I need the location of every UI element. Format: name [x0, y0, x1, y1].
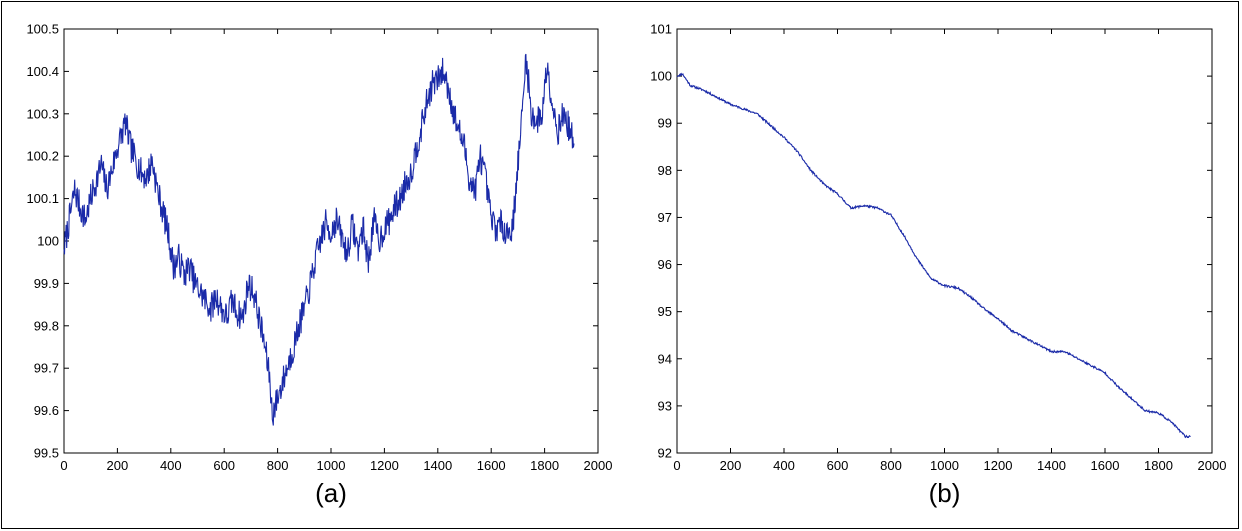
chart-panel-a: 0 200 400 600 800 1000 1200 1400 1600 1800 2000 99.… [26, 22, 612, 509]
series-line [63, 53, 575, 426]
x-tick-label: 1400 [423, 458, 452, 473]
x-tick-label: 800 [880, 458, 902, 473]
x-tick-label: 1600 [1091, 458, 1120, 473]
x-tick-label: 1400 [1037, 458, 1066, 473]
x-tick-label: 1000 [930, 458, 959, 473]
panel-caption: (a) [315, 478, 347, 508]
axes-box [676, 28, 1213, 454]
x-tick-label: 400 [160, 458, 182, 473]
chart-panel-b: 0 200 400 600 800 1000 1200 1400 1600 1800 2000 92 9… [650, 22, 1226, 509]
y-tick-label: 94 [658, 351, 672, 366]
x-tick-label: 0 [673, 458, 680, 473]
y-tick-label: 99.6 [34, 403, 59, 418]
y-tick-label: 99 [658, 116, 672, 131]
x-tick-label: 1200 [370, 458, 399, 473]
x-tick-label: 1800 [1144, 458, 1173, 473]
y-tick-label: 100 [37, 234, 59, 249]
x-tick-label: 1600 [477, 458, 506, 473]
y-tick-label: 92 [658, 446, 672, 461]
x-tick-label: 0 [60, 458, 67, 473]
y-tick-label: 100 [650, 69, 672, 84]
x-tick-label: 400 [773, 458, 795, 473]
x-tick-label: 1200 [984, 458, 1013, 473]
y-tick-label: 101 [650, 22, 672, 37]
x-tick-label: 1000 [317, 458, 346, 473]
x-tick-label: 600 [213, 458, 235, 473]
y-tick-label: 100.2 [26, 149, 59, 164]
y-tick-label: 100.3 [26, 106, 59, 121]
x-tick-label: 2000 [1198, 458, 1227, 473]
x-tick-label: 1800 [530, 458, 559, 473]
x-tick-label: 200 [720, 458, 742, 473]
series-line [676, 72, 1191, 439]
x-tick-label: 600 [827, 458, 849, 473]
y-tick-label: 100.1 [26, 191, 59, 206]
panel-caption: (b) [929, 478, 961, 508]
y-tick-label: 99.7 [34, 361, 59, 376]
y-tick-label: 93 [658, 398, 672, 413]
y-tick-label: 99.8 [34, 318, 59, 333]
y-tick-label: 96 [658, 257, 672, 272]
y-tick-label: 99.5 [34, 446, 59, 461]
y-tick-label: 97 [658, 210, 672, 225]
y-tick-label: 100.5 [26, 22, 59, 37]
x-tick-label: 800 [267, 458, 289, 473]
x-tick-label: 2000 [584, 458, 613, 473]
x-tick-label: 200 [107, 458, 129, 473]
y-tick-label: 98 [658, 163, 672, 178]
y-tick-label: 95 [658, 304, 672, 319]
y-tick-label: 99.9 [34, 276, 59, 291]
y-tick-label: 100.4 [26, 64, 59, 79]
